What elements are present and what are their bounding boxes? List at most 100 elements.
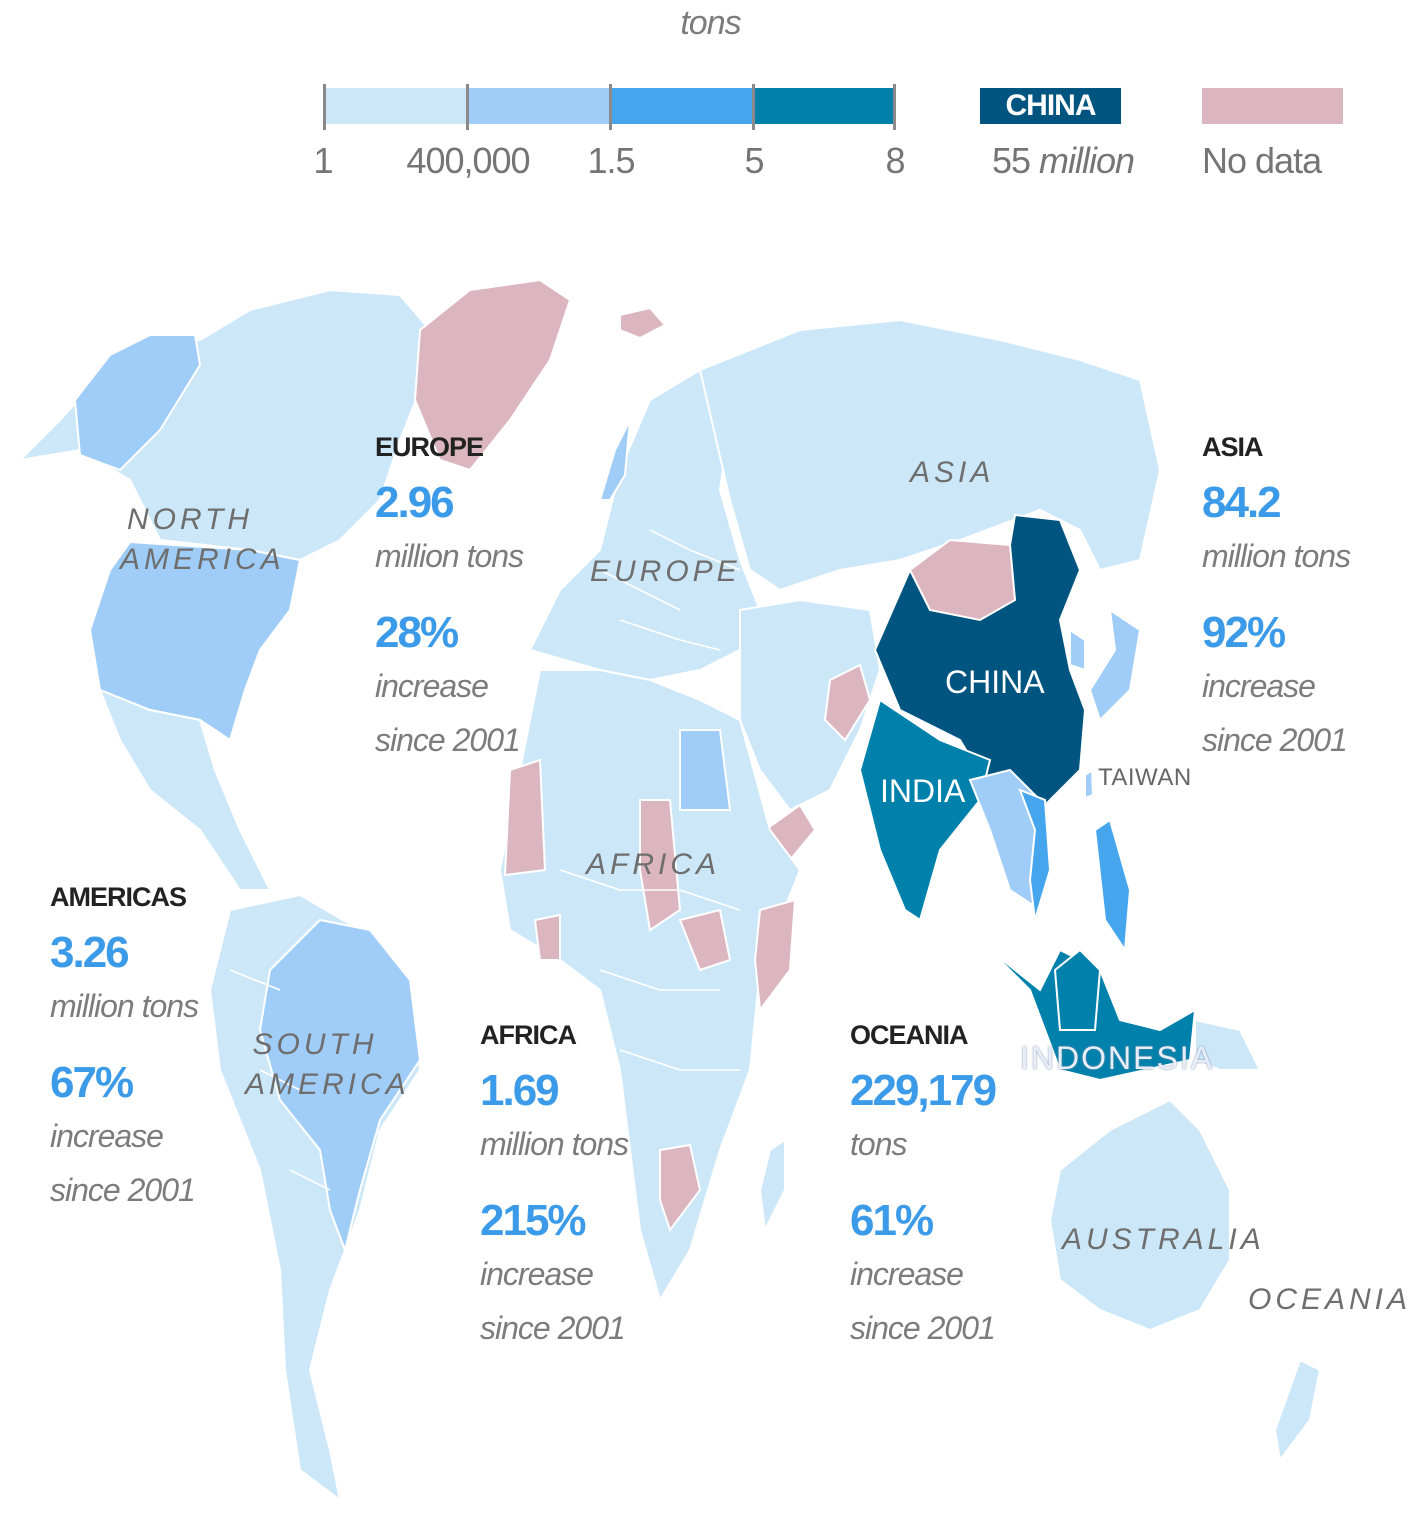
stat-value: 1.69 (480, 1066, 560, 1115)
label-north-america: NORTH AMERICA (120, 500, 281, 580)
brazil[interactable] (258, 918, 422, 1254)
world-map (17, 278, 1322, 1503)
legend-tick-label: 400,000 (406, 140, 530, 181)
philippines[interactable] (1093, 818, 1132, 953)
label-china: CHINA (945, 664, 1045, 700)
greenland[interactable] (413, 278, 572, 472)
stat-asia: ASIA 84.2 million tons 92% increase sinc… (1202, 432, 1402, 767)
russia[interactable] (698, 318, 1162, 592)
label-india: INDIA (880, 773, 966, 809)
stat-name: EUROPE (375, 432, 484, 462)
legend-china-unit: million (1039, 140, 1135, 181)
stat-value: 84.2 (1202, 478, 1282, 527)
legend-bin-2 (467, 88, 611, 124)
chad[interactable] (639, 799, 682, 932)
label-taiwan: TAIWAN (1098, 764, 1192, 791)
mexico[interactable] (98, 688, 272, 891)
stat-increase: increase (480, 1256, 594, 1292)
legend-tick-label: 8 (885, 140, 905, 181)
south-sudan[interactable] (678, 908, 732, 972)
stat-unit: tons (850, 1126, 907, 1162)
legend-tick (323, 84, 326, 130)
somalia[interactable] (753, 898, 797, 1013)
legend-tick-label: 1.5 (587, 140, 635, 181)
legend-tick (893, 84, 896, 130)
stat-since: since 2001 (50, 1172, 196, 1208)
stat-value: 2.96 (375, 478, 455, 527)
papua-new-guinea[interactable] (1194, 1018, 1262, 1071)
western-sahara[interactable] (503, 758, 547, 877)
new-zealand[interactable] (1273, 1358, 1322, 1463)
stat-name: AFRICA (480, 1020, 577, 1050)
legend-bin-3 (611, 88, 754, 124)
legend-bin-4 (754, 88, 895, 124)
label-north-america-1: NORTH (126, 503, 254, 536)
label-europe: EUROPE (590, 555, 741, 588)
stat-increase: increase (1202, 668, 1316, 704)
label-south-america: SOUTH AMERICA (245, 1025, 410, 1105)
label-south-america-1: SOUTH (252, 1028, 378, 1061)
legend-no-data-swatch (1202, 88, 1343, 124)
legend-tick-label: 5 (744, 140, 764, 181)
alaska[interactable] (73, 334, 202, 472)
europe-land[interactable] (528, 368, 762, 682)
iceland[interactable] (619, 306, 667, 340)
legend-tick-label: 1 (313, 140, 333, 181)
korea[interactable] (1069, 628, 1086, 672)
taiwan[interactable] (1084, 768, 1095, 800)
usa[interactable] (88, 540, 302, 742)
legend-china-swatch: CHINA (980, 88, 1121, 124)
legend-china-value: 55 million (992, 140, 1135, 182)
label-indonesia: INDONESIA (1020, 1040, 1215, 1076)
africa-borders (559, 869, 741, 1071)
norway[interactable] (598, 419, 631, 501)
india[interactable] (858, 698, 992, 922)
borneo[interactable] (1053, 948, 1102, 1031)
stat-unit: million tons (480, 1126, 629, 1162)
madagascar[interactable] (758, 1138, 786, 1234)
stat-since: since 2001 (375, 722, 521, 758)
egypt[interactable] (679, 729, 732, 811)
label-south-america-2: AMERICA (245, 1068, 410, 1101)
label-australia: AUSTRALIA (1062, 1223, 1265, 1256)
stat-increase: increase (375, 668, 489, 704)
middle-east[interactable] (739, 598, 882, 812)
label-asia: ASIA (910, 456, 995, 489)
stat-europe: EUROPE 2.96 million tons 28% increase si… (375, 432, 575, 767)
stat-name: ASIA (1202, 432, 1264, 462)
legend-china-number: 55 (992, 140, 1040, 181)
stat-percent: 28% (375, 608, 459, 657)
vietnam[interactable] (1018, 788, 1052, 921)
stat-name: AMERICAS (50, 882, 187, 912)
afghanistan[interactable] (823, 663, 872, 742)
stat-unit: million tons (50, 988, 199, 1024)
legend-unit: tons (680, 4, 741, 42)
africa[interactable] (498, 669, 802, 1303)
stat-value: 229,179 (850, 1066, 997, 1115)
stat-percent: 61% (850, 1196, 934, 1245)
stat-americas: AMERICAS 3.26 million tons 67% increase … (50, 882, 250, 1217)
stat-percent: 92% (1202, 608, 1286, 657)
stat-increase: increase (850, 1256, 964, 1292)
australia[interactable] (1048, 1098, 1231, 1332)
legend-no-data-label: No data (1202, 140, 1322, 181)
ivory-coast[interactable] (533, 913, 561, 961)
stat-unit: million tons (1202, 538, 1351, 574)
stat-oceania: OCEANIA 229,179 tons 61% increase since … (850, 1020, 1050, 1355)
japan[interactable] (1088, 607, 1142, 722)
stat-name: OCEANIA (850, 1020, 969, 1050)
legend-bin-1 (324, 88, 467, 124)
legend-tick (752, 84, 755, 130)
stat-percent: 215% (480, 1196, 587, 1245)
stat-since: since 2001 (850, 1310, 996, 1346)
stat-percent: 67% (50, 1058, 134, 1107)
europe-borders (599, 529, 741, 651)
label-africa: AFRICA (586, 848, 721, 881)
mongolia[interactable] (908, 538, 1017, 622)
south-africa-region[interactable] (659, 1143, 702, 1233)
legend-tick (609, 84, 612, 130)
stat-since: since 2001 (480, 1310, 626, 1346)
label-oceania: OCEANIA (1248, 1283, 1412, 1316)
stat-increase: increase (50, 1118, 164, 1154)
stat-africa: AFRICA 1.69 million tons 215% increase s… (480, 1020, 680, 1355)
